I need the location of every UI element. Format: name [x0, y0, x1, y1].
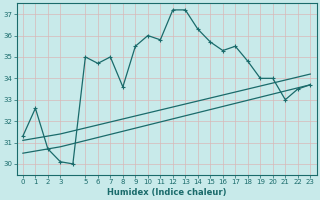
- X-axis label: Humidex (Indice chaleur): Humidex (Indice chaleur): [107, 188, 226, 197]
